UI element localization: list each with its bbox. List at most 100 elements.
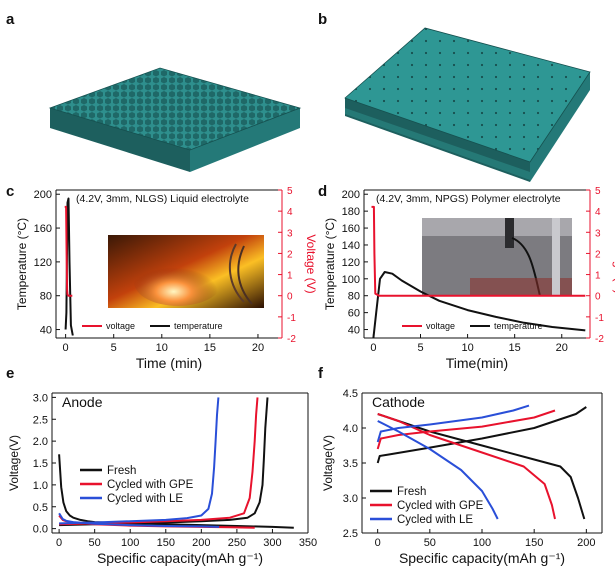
x-tick-label: 150	[157, 537, 175, 549]
series-line-cycled-with-le-5	[59, 397, 220, 525]
y2-tick-label: 4	[287, 207, 293, 218]
y-tick-label: 4.5	[343, 388, 358, 400]
legend-label-temperature: temperature	[174, 321, 223, 331]
y-tick-label: 180	[342, 206, 360, 218]
panel-b-capped-scaffold-image	[344, 27, 591, 182]
x-tick-label: 50	[424, 537, 436, 549]
series-line-fresh-1	[59, 397, 269, 527]
y-tick-label: 160	[34, 223, 52, 235]
x-tick-label: 200	[192, 537, 210, 549]
y2-tick-label: 5	[287, 186, 293, 197]
legend-label: Cycled with LE	[397, 514, 473, 526]
y2-tick-label: 2	[595, 249, 601, 260]
chart-f: 0 50 100 150 200 2.5 3.0 3.5 4.0 4.5 Specific capa…	[321, 388, 603, 566]
x-tick-label: 0	[56, 537, 62, 549]
x-tick-label: 20	[556, 342, 568, 354]
panel-d-test-rig-photo-inset	[422, 218, 572, 297]
y-tick-label: 3.0	[33, 392, 48, 404]
chart-title: Cathode	[372, 394, 425, 410]
y-tick-label: 200	[342, 189, 360, 201]
panel-a-hexagonal-scaffold-image	[48, 67, 302, 172]
chart-title: (4.2V, 3mm, NPGS) Polymer electrolyte	[376, 193, 561, 205]
y-tick-label: 1.5	[33, 458, 48, 470]
y2-tick-label: -1	[287, 313, 296, 324]
y2-tick-label: 1	[595, 271, 601, 282]
series-line-voltage-1	[64, 205, 73, 297]
series-line-cycled-with-gpe-2	[376, 409, 556, 450]
y2-axis-label: Voltage (V)	[304, 234, 318, 293]
legend-label-temperature: temperature	[494, 321, 543, 331]
y-axis-label: Voltage(V)	[7, 435, 21, 491]
x-tick-label: 10	[156, 342, 168, 354]
x-tick-label: 50	[89, 537, 101, 549]
y2-axis-label: Voltage (V)	[612, 234, 615, 293]
series-line-cycled-with-le-4	[58, 512, 220, 528]
y-tick-label: 160	[342, 223, 360, 235]
y2-tick-label: 3	[595, 228, 601, 239]
series-line-cycled-with-gpe-3	[377, 413, 556, 520]
x-tick-label: 20	[252, 342, 264, 354]
y-tick-label: 0.0	[33, 524, 48, 536]
y-tick-label: 0.5	[33, 502, 48, 514]
y-axis-label: Temperature (°C)	[15, 218, 29, 310]
legend-label: Cycled with GPE	[107, 479, 194, 491]
x-tick-label: 100	[121, 537, 139, 549]
series-line-temperature-0	[64, 197, 74, 336]
y-tick-label: 40	[348, 325, 360, 337]
panel-c-fire-photo-inset	[108, 235, 264, 308]
x-axis-label: Time(min)	[446, 355, 508, 371]
legend-label-voltage: voltage	[106, 321, 135, 331]
x-axis-label: Specific capacity(mAh g⁻¹)	[399, 550, 565, 566]
y-tick-label: 3.5	[343, 458, 358, 470]
y-tick-label: 200	[34, 189, 52, 201]
x-tick-label: 0	[375, 537, 381, 549]
series-line-cycled-with-le-5	[377, 420, 499, 520]
panel-label-d: d	[318, 183, 327, 200]
x-tick-label: 100	[473, 537, 491, 549]
x-tick-label: 250	[228, 537, 246, 549]
y-tick-label: 120	[342, 257, 360, 269]
y2-tick-label: 0	[287, 292, 293, 303]
y2-tick-label: 5	[595, 186, 601, 197]
y-tick-label: 120	[34, 257, 52, 269]
panel-label-c: c	[6, 183, 14, 200]
series-line-cycled-with-gpe-3	[59, 397, 259, 526]
legend-label-voltage: voltage	[426, 321, 455, 331]
legend-label: Fresh	[397, 486, 426, 498]
y2-tick-label: -2	[595, 334, 604, 345]
y-axis-label: Temperature (°C)	[323, 218, 337, 310]
x-axis-label: Specific capacity(mAh g⁻¹)	[97, 550, 263, 566]
series-line-fresh-0	[376, 406, 587, 464]
x-tick-label: 350	[299, 537, 317, 549]
chart-title: Anode	[62, 394, 103, 410]
series-line-fresh-0	[58, 454, 294, 529]
y2-tick-label: -2	[287, 334, 296, 345]
chart-title: (4.2V, 3mm, NLGS) Liquid electrolyte	[76, 193, 249, 205]
x-tick-label: 10	[461, 342, 473, 354]
legend-label: Fresh	[107, 465, 136, 477]
y-tick-label: 2.5	[33, 414, 48, 426]
y2-tick-label: 2	[287, 249, 293, 260]
panel-label-a: a	[6, 11, 15, 28]
y-tick-label: 80	[40, 291, 52, 303]
y-tick-label: 2.5	[343, 528, 358, 540]
y2-tick-label: 0	[595, 292, 601, 303]
y2-tick-label: 4	[595, 207, 601, 218]
x-tick-label: 0	[63, 342, 69, 354]
x-tick-label: 0	[370, 342, 376, 354]
series-line-cycled-with-le-4	[376, 404, 530, 443]
y2-tick-label: 3	[287, 228, 293, 239]
y-axis-label: Voltage(V)	[321, 435, 335, 491]
y-tick-label: 60	[348, 308, 360, 320]
x-tick-label: 15	[204, 342, 216, 354]
y-tick-label: 1.0	[33, 480, 48, 492]
x-tick-label: 5	[111, 342, 117, 354]
y-tick-label: 2.0	[33, 436, 48, 448]
x-tick-label: 15	[509, 342, 521, 354]
x-tick-label: 5	[417, 342, 423, 354]
y-tick-label: 80	[348, 291, 360, 303]
y-tick-label: 3.0	[343, 493, 358, 505]
y2-tick-label: 1	[287, 271, 293, 282]
y2-tick-label: -1	[595, 313, 604, 324]
